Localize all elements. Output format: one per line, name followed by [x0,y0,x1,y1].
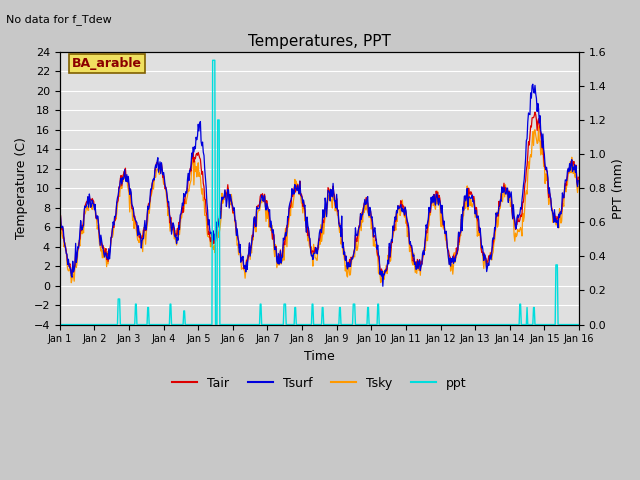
Title: Temperatures, PPT: Temperatures, PPT [248,34,391,49]
Y-axis label: Temperature (C): Temperature (C) [15,137,28,239]
Text: No data for f_Tdew: No data for f_Tdew [6,14,112,25]
Legend: Tair, Tsurf, Tsky, ppt: Tair, Tsurf, Tsky, ppt [167,372,472,395]
Y-axis label: PPT (mm): PPT (mm) [612,158,625,218]
X-axis label: Time: Time [304,350,335,363]
Text: BA_arable: BA_arable [72,57,142,70]
